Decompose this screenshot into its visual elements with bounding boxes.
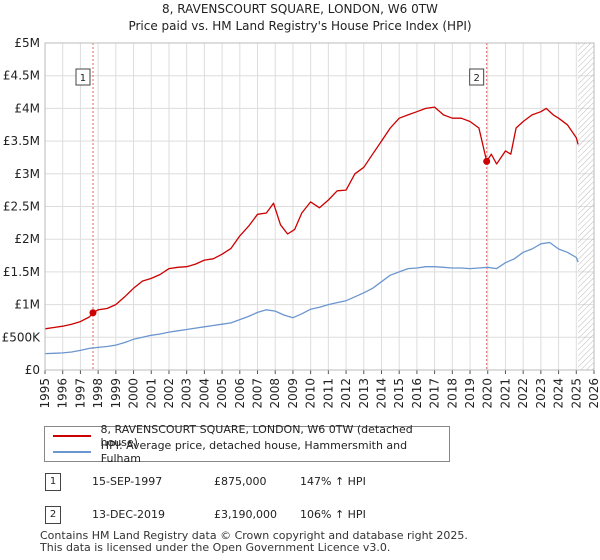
x-tick-label: 2002	[162, 378, 176, 409]
x-tick-label: 2006	[233, 378, 247, 409]
transaction-price: £3,190,000	[214, 508, 277, 521]
transaction-hpi: 147% ↑ HPI	[300, 475, 366, 488]
x-tick-label: 1995	[38, 378, 52, 409]
x-tick-label: 1998	[91, 378, 105, 409]
transaction-date: 15-SEP-1997	[92, 475, 163, 488]
x-tick-label: 2007	[251, 378, 265, 409]
x-tick-label: 2008	[268, 378, 282, 409]
x-tick-label: 2004	[197, 378, 211, 409]
y-tick-label: £500K	[2, 330, 42, 344]
x-tick-label: 2018	[445, 378, 459, 409]
y-tick-label: £4M	[14, 101, 40, 115]
y-tick-label: £2M	[14, 232, 40, 246]
x-tick-label: 2021	[498, 378, 512, 409]
x-tick-label: 2005	[215, 378, 229, 409]
y-tick-label: £3.5M	[3, 134, 40, 148]
x-tick-label: 1999	[109, 378, 123, 409]
x-tick-label: 2024	[552, 378, 566, 409]
legend-item-property: 8, RAVENSCOURT SQUARE, LONDON, W6 0TW (d…	[53, 423, 449, 449]
x-tick-label: 2009	[286, 378, 300, 409]
footer: Contains HM Land Registry data © Crown c…	[40, 530, 468, 554]
x-tick-label: 2025	[569, 378, 583, 409]
annotation-box	[469, 68, 485, 86]
x-tick-label: 2013	[357, 378, 371, 409]
hpi-line	[44, 241, 579, 355]
y-tick-label: £2.5M	[3, 200, 40, 214]
x-tick-label: 2026	[587, 378, 600, 409]
x-tick-label: 2022	[516, 378, 530, 409]
legend-swatch-property	[53, 435, 91, 437]
footer-licence: This data is licensed under the Open Gov…	[40, 541, 391, 554]
annotation-label: 1	[80, 73, 86, 84]
annotation-box	[75, 68, 91, 86]
footer-copyright: Contains HM Land Registry data © Crown c…	[40, 529, 468, 542]
legend-label-hpi: HPI: Average price, detached house, Hamm…	[100, 439, 408, 465]
legend-swatch-hpi	[53, 451, 91, 453]
x-tick-label: 2003	[180, 378, 194, 409]
x-tick-label: 2019	[463, 378, 477, 409]
sale-point	[89, 309, 97, 317]
y-tick-label: £3M	[14, 167, 40, 181]
x-tick-label: 1997	[73, 378, 87, 409]
price-chart: 1 2 £0 £500K £1M £1.5M £2M £2.5M £3M £3.5M £4M £4.…	[2, 36, 600, 409]
y-tick-label: £5M	[14, 36, 40, 50]
transaction-date: 13-DEC-2019	[92, 508, 166, 521]
property-price-line	[44, 106, 579, 330]
x-tick-label: 2020	[481, 378, 495, 409]
transaction-hpi: 106% ↑ HPI	[300, 508, 366, 521]
x-tick-label: 2023	[534, 378, 548, 409]
transaction-badge: 2	[45, 506, 61, 524]
legend-item-hpi: HPI: Average price, detached house, Hamm…	[53, 439, 449, 465]
transaction-badge: 1	[45, 473, 61, 491]
legend: 8, RAVENSCOURT SQUARE, LONDON, W6 0TW (d…	[44, 423, 450, 465]
chart-subtitle: Price paid vs. HM Land Registry's House …	[128, 19, 472, 33]
x-tick-label: 1996	[56, 378, 70, 409]
chart-title: 8, RAVENSCOURT SQUARE, LONDON, W6 0TW	[162, 2, 438, 16]
x-tick-label: 2001	[144, 378, 158, 409]
legend-label-property: 8, RAVENSCOURT SQUARE, LONDON, W6 0TW (d…	[100, 423, 413, 449]
forecast-hatch	[578, 43, 594, 370]
y-tick-label: £1M	[14, 298, 40, 312]
x-tick-label: 2017	[428, 378, 442, 409]
x-tick-label: 2014	[374, 378, 388, 409]
x-tick-label: 2015	[392, 378, 406, 409]
y-tick-label: £4.5M	[3, 69, 40, 83]
x-tick-label: 2016	[410, 378, 424, 409]
plot-frame	[44, 42, 595, 371]
x-tick-label: 2012	[339, 378, 353, 409]
transaction-price: £875,000	[214, 475, 267, 488]
annotation-label: 2	[473, 73, 479, 84]
y-tick-label: £1.5M	[3, 265, 40, 279]
x-tick-label: 2010	[304, 378, 318, 409]
y-tick-label: £0	[25, 363, 40, 377]
sale-point	[483, 157, 491, 165]
x-tick-label: 2011	[321, 378, 335, 409]
x-tick-label: 2000	[127, 378, 141, 409]
